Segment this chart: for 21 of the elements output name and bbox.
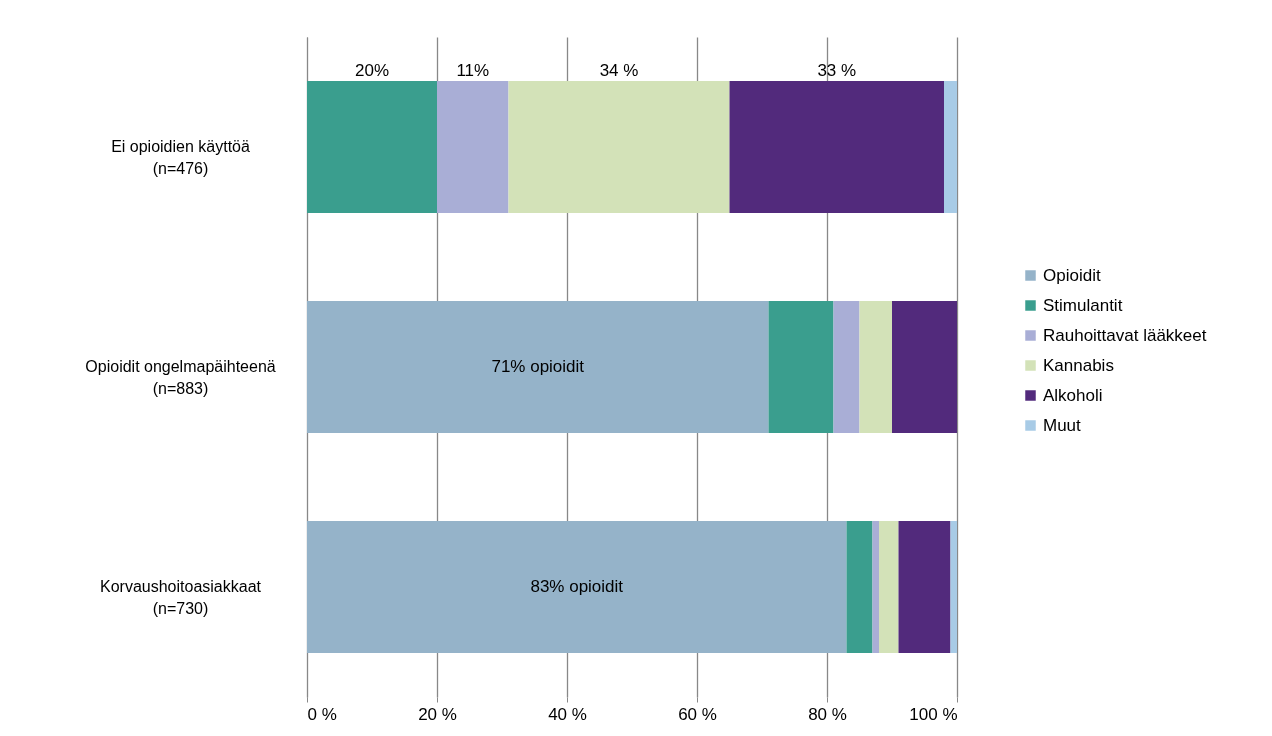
x-tick-label: 20 % bbox=[418, 704, 457, 724]
legend-label: Stimulantit bbox=[1043, 295, 1123, 315]
data-label: 71% opioidit bbox=[491, 357, 585, 376]
legend-label: Opioidit bbox=[1043, 265, 1101, 285]
legend-label: Muut bbox=[1043, 415, 1082, 435]
data-label: 83% opioidit bbox=[530, 577, 624, 596]
x-tick-label: 80 % bbox=[808, 704, 847, 724]
x-tick-label: 40 % bbox=[548, 704, 587, 724]
data-label: 34 % bbox=[599, 61, 639, 80]
y-tick-label: Opioidit ongelmapäihteenä (n=883) bbox=[85, 358, 276, 397]
data-label: 11% bbox=[456, 61, 490, 80]
legend-label: Alkoholi bbox=[1043, 385, 1103, 405]
y-tick-label: Ei opioidien käyttöä (n=476) bbox=[111, 138, 250, 177]
legend-label: Kannabis bbox=[1043, 355, 1114, 375]
data-label: 20% bbox=[354, 61, 390, 80]
x-tick-label: 0 % bbox=[307, 704, 337, 724]
y-tick-label: Korvaushoitoasiakkaat (n=730) bbox=[100, 578, 262, 617]
x-tick-label: 60 % bbox=[678, 704, 717, 724]
x-tick-label: 100 % bbox=[909, 704, 958, 724]
data-label: 33 % bbox=[817, 61, 857, 80]
legend-label: Rauhoittavat lääkkeet bbox=[1043, 325, 1207, 345]
